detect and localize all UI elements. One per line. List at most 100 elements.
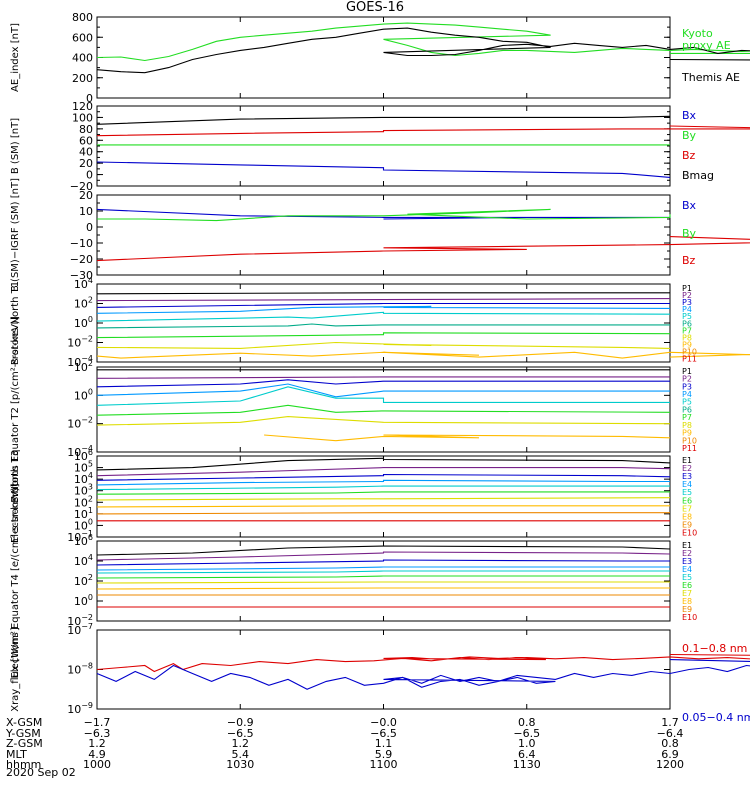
legend-entry: E3 — [682, 557, 692, 566]
legend-entry: P2 — [682, 291, 692, 300]
x-axis-value: −6.4 — [657, 727, 684, 740]
series-line — [97, 208, 671, 222]
x-axis-value: 0.8 — [518, 716, 536, 729]
y-tick-label: 40 — [79, 146, 93, 159]
legend-entry: E8 — [682, 597, 692, 606]
x-axis-value: −6.5 — [513, 727, 540, 740]
legend-entry: P8 — [682, 333, 692, 342]
series-line — [96, 383, 670, 398]
x-axis-value: 5.4 — [232, 748, 250, 761]
series-line — [96, 575, 670, 579]
x-axis-value: 1030 — [226, 758, 254, 771]
series-line — [96, 404, 671, 416]
series-line — [96, 566, 670, 571]
x-axis-row-label: Y-GSM — [5, 727, 41, 740]
series-line — [96, 653, 750, 673]
x-axis-row-label: MLT — [6, 748, 27, 761]
series-line — [96, 551, 671, 561]
legend-entry: 0.05−0.4 nm — [682, 711, 750, 724]
y-tick-label: 10−7 — [67, 622, 93, 637]
series-line — [96, 473, 671, 481]
panel-frame — [96, 105, 671, 187]
x-axis-value: 4.9 — [88, 748, 106, 761]
y-tick-label: 0 — [86, 92, 93, 105]
legend-entry: E5 — [682, 573, 692, 582]
series-line — [96, 386, 670, 406]
legend-entry: P6 — [682, 405, 692, 414]
series-line — [96, 587, 670, 590]
y-axis-label: B (SM)−IGRF (SM) [nT] — [10, 178, 21, 292]
legend-entry: P3 — [682, 298, 692, 307]
legend-entry: E4 — [682, 480, 692, 489]
y-tick-label: −10 — [70, 237, 93, 250]
legend-entry: Bx — [682, 199, 697, 212]
x-axis-value: −0.0 — [370, 716, 397, 729]
legend-entry: P5 — [682, 312, 692, 321]
x-axis-value: 1.2 — [88, 737, 106, 750]
x-axis-value: 0.8 — [661, 737, 679, 750]
series-line — [96, 341, 671, 349]
y-tick-label: 10−9 — [67, 701, 93, 716]
series-line — [96, 302, 670, 308]
panel-frame — [96, 283, 671, 363]
x-axis-value: −1.7 — [84, 716, 111, 729]
series-line — [96, 379, 670, 388]
x-axis-value: −0.9 — [227, 716, 254, 729]
series-line — [96, 559, 670, 566]
legend-entry: P7 — [682, 326, 692, 335]
series-line — [96, 236, 750, 262]
series-line — [96, 27, 750, 74]
y-tick-label: 100 — [72, 111, 93, 124]
y-tick-label: 100 — [74, 387, 93, 402]
x-axis-value: 1.2 — [232, 737, 250, 750]
series-line — [96, 479, 670, 486]
legend-entry: E6 — [682, 581, 692, 590]
series-line — [96, 485, 670, 491]
y-tick-label: 0 — [86, 169, 93, 182]
legend-entry: P10 — [682, 348, 697, 357]
chart-title: GOES-16 — [345, 0, 404, 15]
legend-entry: E7 — [682, 504, 692, 513]
x-axis-value: 1.7 — [661, 716, 679, 729]
legend-entry: E8 — [682, 513, 692, 522]
x-axis-value: 1.0 — [518, 737, 536, 750]
y-tick-label: 100 — [74, 315, 93, 330]
series-line — [96, 351, 750, 359]
legend-entry: E3 — [682, 472, 692, 481]
series-line — [96, 376, 670, 379]
legend-entry: Themis AE — [681, 71, 740, 84]
x-axis-value: −6.5 — [370, 727, 397, 740]
y-tick-label: 0 — [86, 221, 93, 234]
legend-entry: E5 — [682, 488, 692, 497]
series-line — [96, 22, 750, 62]
y-tick-label: 10−8 — [67, 662, 93, 677]
series-line — [96, 505, 670, 508]
y-axis-label: AE_index [nT] — [10, 23, 21, 92]
x-axis-value: −6.5 — [227, 727, 254, 740]
legend-entry: P11 — [682, 444, 697, 453]
series-line — [96, 659, 750, 690]
legend-entry: Bmag — [682, 169, 714, 182]
x-axis-value: 1200 — [656, 758, 684, 771]
legend-entry: P10 — [682, 436, 697, 445]
legend-entry: P11 — [682, 355, 697, 364]
y-axis-label: Protons Equator T2 [p/(cm²-s-sr-keV)] — [10, 316, 21, 503]
y-tick-label: 20 — [79, 189, 93, 202]
y-tick-label: 800 — [72, 11, 93, 24]
series-line — [96, 497, 671, 501]
legend-entry: By — [682, 129, 697, 142]
series-line — [96, 298, 671, 302]
x-axis-row-label: X-GSM — [6, 716, 42, 729]
series-line — [96, 332, 671, 339]
series-line — [96, 115, 671, 125]
legend-entry: proxy AE — [682, 39, 731, 52]
series-line — [96, 545, 671, 556]
y-tick-label: 200 — [72, 72, 93, 85]
y-tick-label: −20 — [70, 180, 93, 193]
series-line — [96, 305, 671, 314]
x-axis-value: 1000 — [83, 758, 111, 771]
series-line — [96, 323, 670, 329]
y-tick-label: 102 — [74, 359, 93, 374]
legend-entry: E2 — [682, 464, 692, 473]
